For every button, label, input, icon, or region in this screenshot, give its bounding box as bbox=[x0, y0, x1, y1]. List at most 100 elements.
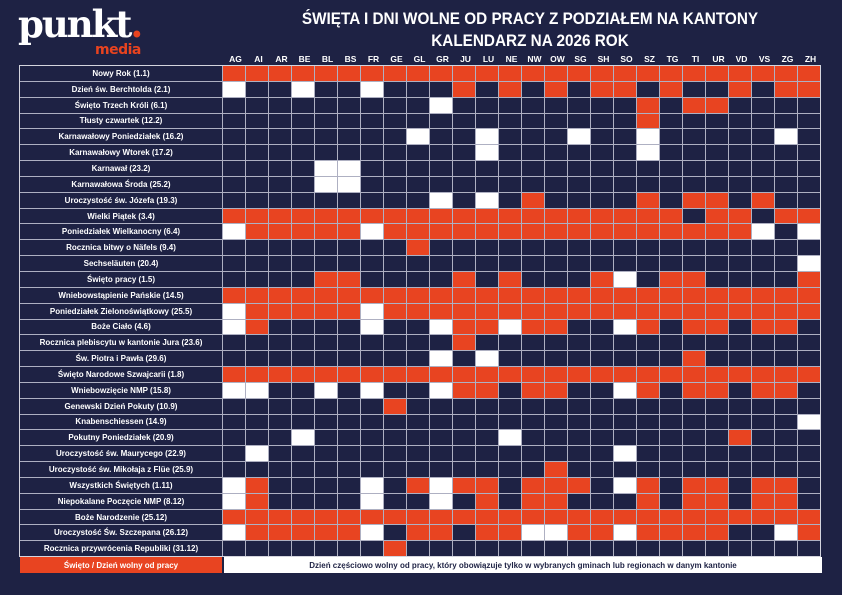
cell-tg-workday bbox=[660, 541, 682, 557]
cell-vd-holiday bbox=[729, 66, 751, 81]
cell-sh-holiday bbox=[591, 81, 613, 97]
cell-sz-holiday bbox=[637, 319, 659, 335]
canton-code: ZH bbox=[804, 54, 817, 64]
cell-fr-workday bbox=[361, 113, 383, 129]
holiday-label: Boże Narodzenie (25.12) bbox=[20, 509, 222, 525]
cell-ju-workday bbox=[453, 462, 475, 477]
cell-gr-workday bbox=[430, 335, 452, 351]
cell-nw-workday bbox=[522, 430, 544, 446]
cell-tg-workday bbox=[660, 414, 682, 430]
cell-bs-workday bbox=[338, 319, 360, 335]
cell-tg-workday bbox=[660, 398, 682, 414]
cell-zh-workday bbox=[798, 97, 820, 113]
cell-ju-holiday bbox=[453, 287, 475, 303]
cell-ju-holiday bbox=[453, 271, 475, 287]
cell-be-workday bbox=[292, 97, 314, 113]
cell-ur-workday bbox=[706, 414, 728, 430]
holiday-label: Genewski Dzień Pokuty (10.9) bbox=[20, 398, 222, 414]
cell-sg-workday bbox=[568, 256, 590, 271]
holiday-label: Rocznica plebiscytu w kantonie Jura (23.… bbox=[20, 335, 222, 351]
cell-sz-partial bbox=[637, 145, 659, 161]
cell-zh-workday bbox=[798, 129, 820, 145]
cell-bl-holiday bbox=[315, 224, 337, 240]
cell-gl-workday bbox=[407, 462, 429, 477]
cell-vd-workday bbox=[729, 192, 751, 208]
cell-tg-holiday bbox=[660, 271, 682, 287]
cell-gl-holiday bbox=[407, 525, 429, 541]
cell-ar-workday bbox=[269, 240, 291, 256]
cell-ti-holiday bbox=[683, 477, 705, 493]
cell-be-workday bbox=[292, 335, 314, 351]
cell-ne-holiday bbox=[499, 287, 521, 303]
cell-ai-workday bbox=[246, 335, 268, 351]
cell-sz-workday bbox=[637, 335, 659, 351]
page-subtitle: KALENDARZ NA 2026 ROK bbox=[431, 31, 629, 50]
cell-ow-workday bbox=[545, 256, 567, 271]
cell-ag-workday bbox=[223, 113, 245, 129]
cell-ag-partial bbox=[223, 477, 245, 493]
cell-bs-workday bbox=[338, 335, 360, 351]
cell-ar-workday bbox=[269, 477, 291, 493]
cell-ne-workday bbox=[499, 97, 521, 113]
cell-gr-holiday bbox=[430, 66, 452, 81]
cell-gr-workday bbox=[430, 129, 452, 145]
cell-gr-holiday bbox=[430, 208, 452, 224]
cell-vd-workday bbox=[729, 525, 751, 541]
cell-ge-workday bbox=[384, 129, 406, 145]
cell-ar-workday bbox=[269, 351, 291, 367]
cell-gr-workday bbox=[430, 256, 452, 271]
cell-nw-workday bbox=[522, 541, 544, 557]
cell-ti-holiday bbox=[683, 319, 705, 335]
cell-ur-workday bbox=[706, 240, 728, 256]
holiday-table: Nowy Rok (1.1) Dzień św. Berchtolda (2.1)… bbox=[19, 65, 821, 558]
cell-ow-holiday bbox=[545, 462, 567, 477]
cell-zh-holiday bbox=[798, 367, 820, 382]
cell-ag-workday bbox=[223, 462, 245, 477]
cell-zg-holiday bbox=[775, 493, 797, 509]
cell-zh-workday bbox=[798, 398, 820, 414]
cell-ju-workday bbox=[453, 351, 475, 367]
cell-gl-holiday bbox=[407, 224, 429, 240]
cell-sg-workday bbox=[568, 271, 590, 287]
cell-vs-workday bbox=[752, 176, 774, 192]
cell-ag-holiday bbox=[223, 208, 245, 224]
cell-zg-workday bbox=[775, 414, 797, 430]
cell-ne-workday bbox=[499, 398, 521, 414]
cell-sh-workday bbox=[591, 351, 613, 367]
cell-sh-workday bbox=[591, 319, 613, 335]
cell-bs-workday bbox=[338, 81, 360, 97]
cell-ju-workday bbox=[453, 541, 475, 557]
cell-ai-holiday bbox=[246, 303, 268, 319]
cell-so-holiday bbox=[614, 66, 636, 81]
cell-vs-holiday bbox=[752, 319, 774, 335]
cell-vs-workday bbox=[752, 81, 774, 97]
cell-ur-workday bbox=[706, 81, 728, 97]
cell-sh-workday bbox=[591, 335, 613, 351]
cell-bs-workday bbox=[338, 256, 360, 271]
cell-nw-workday bbox=[522, 351, 544, 367]
canton-code: OW bbox=[550, 54, 565, 64]
cell-zh-workday bbox=[798, 145, 820, 161]
cell-ur-holiday bbox=[706, 97, 728, 113]
cell-so-partial bbox=[614, 319, 636, 335]
cell-ge-workday bbox=[384, 414, 406, 430]
canton-code: LU bbox=[482, 54, 495, 64]
cell-fr-workday bbox=[361, 192, 383, 208]
cell-fr-workday bbox=[361, 161, 383, 176]
cell-tg-workday bbox=[660, 351, 682, 367]
cell-ne-holiday bbox=[499, 81, 521, 97]
cell-ne-workday bbox=[499, 256, 521, 271]
cell-sh-holiday bbox=[591, 367, 613, 382]
cell-lu-holiday bbox=[476, 319, 498, 335]
cell-ai-workday bbox=[246, 414, 268, 430]
cell-nw-workday bbox=[522, 398, 544, 414]
cell-so-partial bbox=[614, 271, 636, 287]
cell-sh-workday bbox=[591, 240, 613, 256]
cell-ai-workday bbox=[246, 176, 268, 192]
cell-ag-partial bbox=[223, 493, 245, 509]
cell-ne-holiday bbox=[499, 525, 521, 541]
cell-sz-workday bbox=[637, 414, 659, 430]
cell-sg-holiday bbox=[568, 367, 590, 382]
cell-so-workday bbox=[614, 351, 636, 367]
cell-ur-holiday bbox=[706, 493, 728, 509]
